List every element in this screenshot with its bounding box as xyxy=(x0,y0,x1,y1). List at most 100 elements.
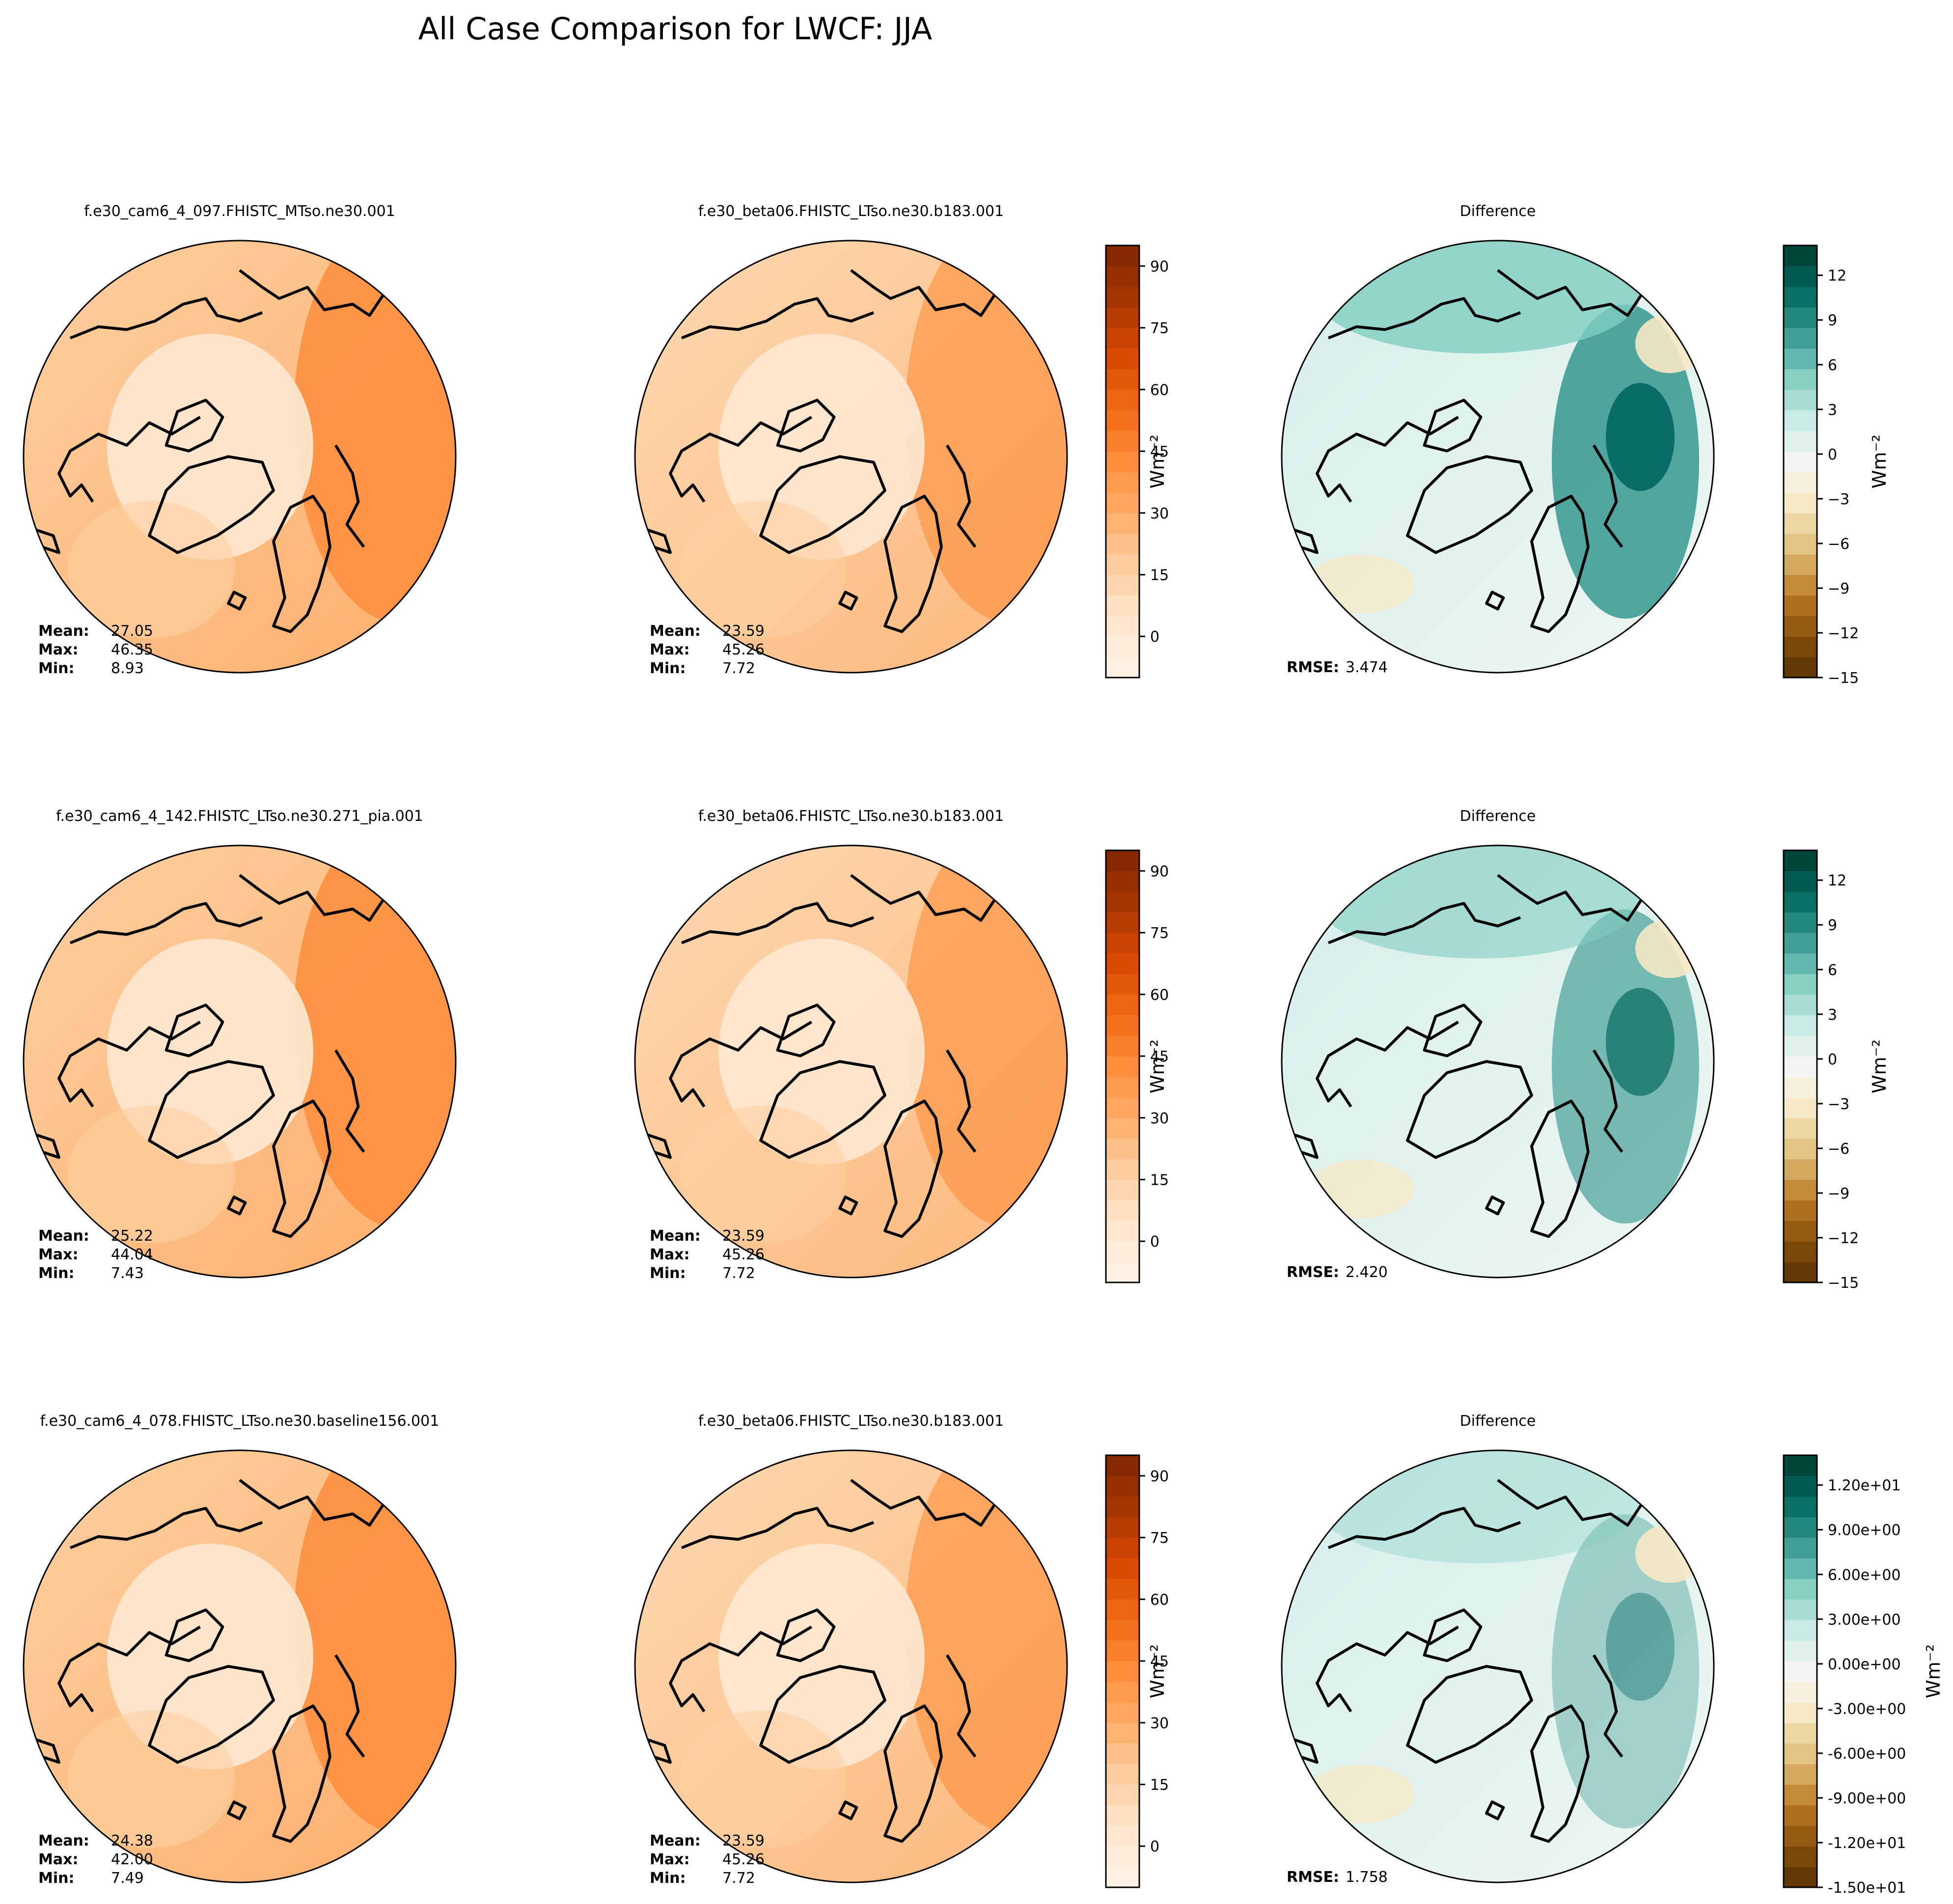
colorbar-field-row2: 90 75 60 45 30 15 0 Wm⁻² xyxy=(1105,849,1169,1283)
colorbar-tick-label: 0 xyxy=(1150,1838,1159,1855)
stat-value-mean: 23.59 xyxy=(722,623,765,640)
colorbar-band xyxy=(1106,348,1139,370)
colorbar-band xyxy=(1106,286,1139,308)
colorbar-band xyxy=(1106,636,1139,657)
colorbar-tick-label: 0 xyxy=(1150,628,1159,646)
colorbar-label: Wm⁻² xyxy=(1147,435,1168,489)
colorbar-tick-label: 0 xyxy=(1828,446,1837,463)
colorbar-band xyxy=(1784,245,1817,267)
colorbar-tick-label: 45 xyxy=(1150,1048,1169,1065)
colorbar-band xyxy=(1106,533,1139,555)
colorbar-tick-label: -1.20e+01 xyxy=(1828,1835,1906,1852)
stat-value-max: 44.04 xyxy=(111,1246,153,1263)
diff-contour-strong xyxy=(1606,383,1675,491)
colorbar-tick-label: −9 xyxy=(1828,580,1849,598)
colorbar-band xyxy=(1784,1117,1817,1139)
colorbar-band xyxy=(1106,1056,1139,1077)
colorbar-band xyxy=(1106,1076,1139,1098)
colorbar-band xyxy=(1106,471,1139,493)
colorbar-band xyxy=(1784,953,1817,975)
map-boundary xyxy=(23,1449,457,1883)
panel-title: Difference xyxy=(1460,1413,1536,1430)
colorbar-band xyxy=(1784,616,1817,637)
colorbar-band xyxy=(1784,932,1817,954)
colorbar-band xyxy=(1784,1722,1817,1744)
stat-label-min: Min: xyxy=(650,660,686,677)
colorbar-frame xyxy=(1783,245,1818,679)
colorbar-band xyxy=(1106,1097,1139,1118)
colorbar-band xyxy=(1784,1200,1817,1221)
colorbar-tick-label: -9.00e+00 xyxy=(1828,1790,1906,1807)
colorbar-band xyxy=(1106,513,1139,534)
colorbar-band xyxy=(1784,636,1817,657)
colorbar-band xyxy=(1106,492,1139,514)
colorbar-frame xyxy=(1105,245,1140,679)
colorbar-tick-label: 12 xyxy=(1828,268,1846,285)
colorbar-band xyxy=(1106,451,1139,472)
colorbar-tick-label: −6 xyxy=(1828,1141,1849,1158)
colorbar-band xyxy=(1106,1722,1139,1744)
colorbar-tick-label: 9.00e+00 xyxy=(1828,1522,1901,1539)
stat-value-min: 7.72 xyxy=(722,1265,755,1282)
colorbar-tick-label: 0 xyxy=(1828,1051,1837,1068)
colorbar-band xyxy=(1784,1097,1817,1118)
map-boundary xyxy=(1281,1449,1715,1883)
colorbar-band xyxy=(1106,657,1139,678)
colorbar-tick-label: 75 xyxy=(1150,925,1169,942)
map-boundary xyxy=(1281,844,1715,1278)
colorbar-band xyxy=(1784,574,1817,596)
colorbar-tick-label: 90 xyxy=(1150,258,1169,275)
colorbar-band xyxy=(1784,974,1817,995)
colorbar-band xyxy=(1784,1262,1817,1283)
colorbar-band xyxy=(1106,389,1139,410)
stat-value-rmse: 1.758 xyxy=(1346,1869,1388,1886)
colorbar-band xyxy=(1106,1475,1139,1497)
stat-value-mean: 27.05 xyxy=(111,623,153,640)
colorbar-band xyxy=(1784,369,1817,390)
colorbar-tick-label: 75 xyxy=(1150,320,1169,337)
colorbar-tick-label: 30 xyxy=(1150,505,1169,522)
colorbar-band xyxy=(1784,891,1817,913)
colorbar-band xyxy=(1106,1015,1139,1036)
colorbar-band xyxy=(1106,369,1139,390)
colorbar-tick-label: 6.00e+00 xyxy=(1828,1567,1901,1584)
colorbar-band xyxy=(1784,348,1817,370)
map-boundary xyxy=(1281,240,1715,674)
map-panel-diff-row3: Difference RMSE: 1.758 xyxy=(1281,1413,1715,1886)
field-contour-mid xyxy=(68,1106,235,1243)
colorbar-band xyxy=(1784,1455,1817,1476)
colorbar-band xyxy=(1106,1558,1139,1579)
colorbar-band xyxy=(1784,410,1817,431)
colorbar-tick-label: 15 xyxy=(1150,1776,1169,1794)
stat-value-mean: 23.59 xyxy=(722,1227,765,1245)
colorbar-tick-label: 30 xyxy=(1150,1715,1169,1732)
colorbar-tick-label: −12 xyxy=(1828,625,1859,642)
colorbar-tick-label: 9 xyxy=(1828,917,1837,934)
colorbar-band xyxy=(1784,1179,1817,1200)
stat-value-max: 45.26 xyxy=(722,641,765,658)
colorbar-band xyxy=(1106,574,1139,596)
panel-title: f.e30_cam6_4_142.FHISTC_LTso.ne30.271_pi… xyxy=(56,808,423,825)
stat-label-rmse: RMSE: xyxy=(1287,659,1339,676)
stat-value-mean: 23.59 xyxy=(722,1832,765,1850)
stat-value-max: 46.35 xyxy=(111,641,153,658)
colorbar-band xyxy=(1784,657,1817,678)
colorbar-band xyxy=(1784,1640,1817,1661)
colorbar-band xyxy=(1106,1743,1139,1765)
colorbar-tick-label: −15 xyxy=(1828,1275,1859,1292)
colorbar-band xyxy=(1784,1496,1817,1518)
stat-label-min: Min: xyxy=(650,1870,686,1887)
stat-label-mean: Mean: xyxy=(650,1227,701,1245)
colorbar-band xyxy=(1106,870,1139,892)
colorbar-tick-label: 15 xyxy=(1150,567,1169,584)
colorbar-frame xyxy=(1105,849,1140,1283)
colorbar-band xyxy=(1106,1138,1139,1160)
colorbar-band xyxy=(1784,1241,1817,1262)
colorbar-tick-label: 60 xyxy=(1150,1591,1169,1608)
colorbar-band xyxy=(1784,870,1817,892)
colorbar-band xyxy=(1784,1578,1817,1600)
stat-value-mean: 24.38 xyxy=(111,1832,153,1850)
colorbar-band xyxy=(1106,327,1139,349)
colorbar-band xyxy=(1106,595,1139,616)
colorbar-band xyxy=(1784,389,1817,410)
